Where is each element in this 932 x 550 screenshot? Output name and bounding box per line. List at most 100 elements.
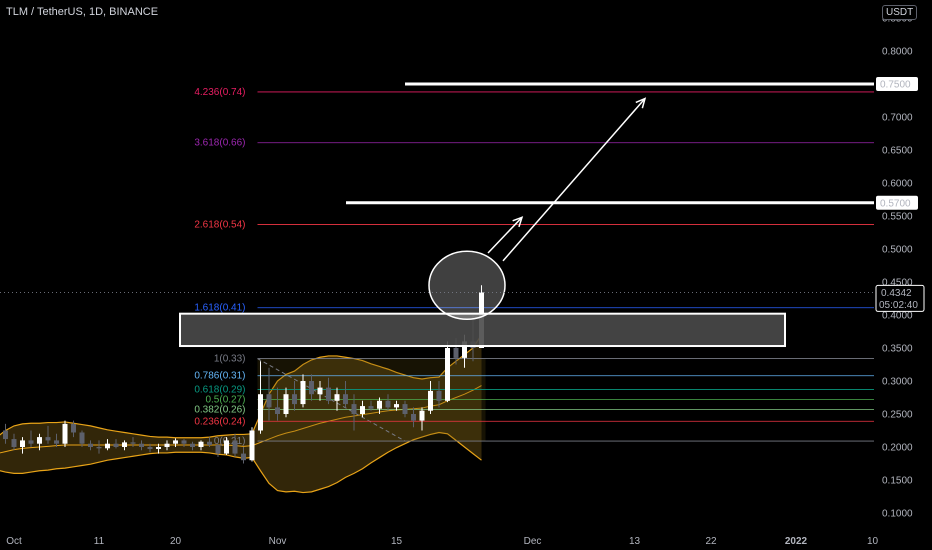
target-arrow-long[interactable] (502, 97, 647, 262)
candle (71, 420, 76, 438)
candle (419, 407, 425, 431)
support-zone-box[interactable] (179, 312, 786, 348)
breakout-circle[interactable] (428, 250, 506, 321)
candle (88, 440, 93, 451)
time-axis[interactable]: Oct 11 20 Nov 15 Dec 13 22 2022 10 (6, 536, 878, 547)
time-tick-label: 15 (391, 536, 403, 547)
time-tick-label: Dec (524, 536, 542, 547)
candle (105, 439, 110, 451)
candle (334, 387, 340, 411)
price-tick-label: 0.2500 (882, 410, 913, 421)
current-price-label: 0.4342 (881, 288, 912, 299)
candle (62, 420, 68, 447)
time-tick-label: 11 (94, 536, 105, 547)
price-tag[interactable]: 0.5700 (876, 195, 918, 210)
fib-level-label: 0.5(0.27) (205, 394, 245, 405)
candle (309, 374, 314, 401)
candle (343, 381, 348, 408)
candle (139, 440, 144, 451)
price-tick-label: 0.4000 (882, 311, 913, 322)
time-tick-label: Nov (269, 536, 287, 547)
candle (11, 433, 17, 451)
candle (156, 443, 161, 454)
candle (326, 377, 331, 405)
price-tick-label: 0.6500 (882, 146, 913, 157)
candle (20, 437, 25, 454)
currency-unit-badge[interactable]: USDT (882, 5, 918, 20)
candle (436, 381, 442, 408)
price-tick-label: 0.4500 (882, 278, 913, 289)
candle (232, 433, 238, 457)
candle (411, 407, 416, 428)
fib-level-label: 0.618(0.29) (194, 385, 245, 396)
price-tick-label: 0.2000 (882, 443, 913, 454)
candle (360, 400, 365, 418)
candle (28, 430, 34, 447)
price-tag[interactable]: 0.7500 (876, 77, 918, 91)
candle (37, 433, 42, 451)
price-tick-label: 0.1000 (882, 509, 913, 520)
price-tick-label: 0.1500 (882, 476, 913, 487)
candle (164, 440, 170, 451)
symbol-name: TLM / TetherUS (6, 6, 83, 18)
candle (351, 394, 357, 431)
fib-level-label: 0.382(0.26) (194, 404, 245, 415)
drawing-tools[interactable] (0, 82, 874, 348)
candle (283, 387, 289, 418)
symbol-exchange: BINANCE (109, 6, 159, 18)
candle (190, 441, 195, 451)
time-tick-label: 20 (170, 536, 182, 547)
price-tick-label: 0.5000 (882, 245, 913, 256)
candle (96, 440, 102, 454)
price-tag-label: 0.7500 (880, 80, 911, 91)
price-tick-label: 0.3000 (882, 377, 913, 388)
candle (292, 381, 297, 411)
time-tick-label: 2022 (785, 536, 808, 547)
candle (249, 427, 255, 462)
time-tick-label: 13 (629, 536, 641, 547)
bar-countdown-label: 05:02:40 (879, 300, 918, 311)
fib-level-label: 4.236(0.74) (194, 87, 245, 98)
fib-level-label: 3.618(0.66) (194, 138, 245, 149)
candle (79, 430, 85, 447)
candle (428, 381, 433, 414)
candle (258, 361, 263, 434)
candle (224, 437, 229, 455)
candle (3, 423, 8, 444)
candle (130, 437, 136, 447)
fib-level-label: 0(0.21) (214, 436, 246, 447)
candle (122, 440, 127, 451)
fib-level-label: 2.618(0.54) (194, 220, 245, 231)
candle (241, 447, 246, 464)
price-tick-label: 0.5500 (882, 212, 913, 223)
candle (198, 440, 204, 451)
symbol-interval: 1D (88, 6, 104, 18)
candle (147, 443, 153, 453)
candle (45, 425, 51, 444)
candle (54, 433, 59, 447)
price-tick-label: 0.3500 (882, 344, 913, 355)
candle (402, 400, 408, 418)
fib-level-label: 1(0.33) (214, 354, 246, 365)
candle (207, 437, 212, 447)
price-tick-label: 0.8000 (882, 47, 913, 58)
fib-level-label: 1.618(0.41) (194, 303, 245, 314)
candle (113, 439, 119, 449)
price-tick-label: 0.7000 (882, 113, 913, 124)
candle (300, 374, 306, 408)
candle (181, 439, 187, 447)
candle (385, 394, 391, 411)
target-arrow-short[interactable] (487, 216, 524, 254)
symbol-header: TLM / TetherUS, 1D, BINANCE (6, 6, 158, 18)
candle (368, 400, 374, 411)
fib-level-label: 0.236(0.24) (194, 416, 245, 427)
candle (317, 381, 323, 401)
time-tick-label: 22 (705, 536, 717, 547)
price-tag-label: 0.5700 (880, 198, 911, 209)
price-axis[interactable]: 0.1000 0.1500 0.2000 0.2500 0.3000 0.3500 0.40… (875, 14, 925, 520)
price-tick-label: 0.6000 (882, 179, 913, 190)
header-separator: , (82, 6, 89, 18)
bollinger-fill (0, 334, 482, 493)
